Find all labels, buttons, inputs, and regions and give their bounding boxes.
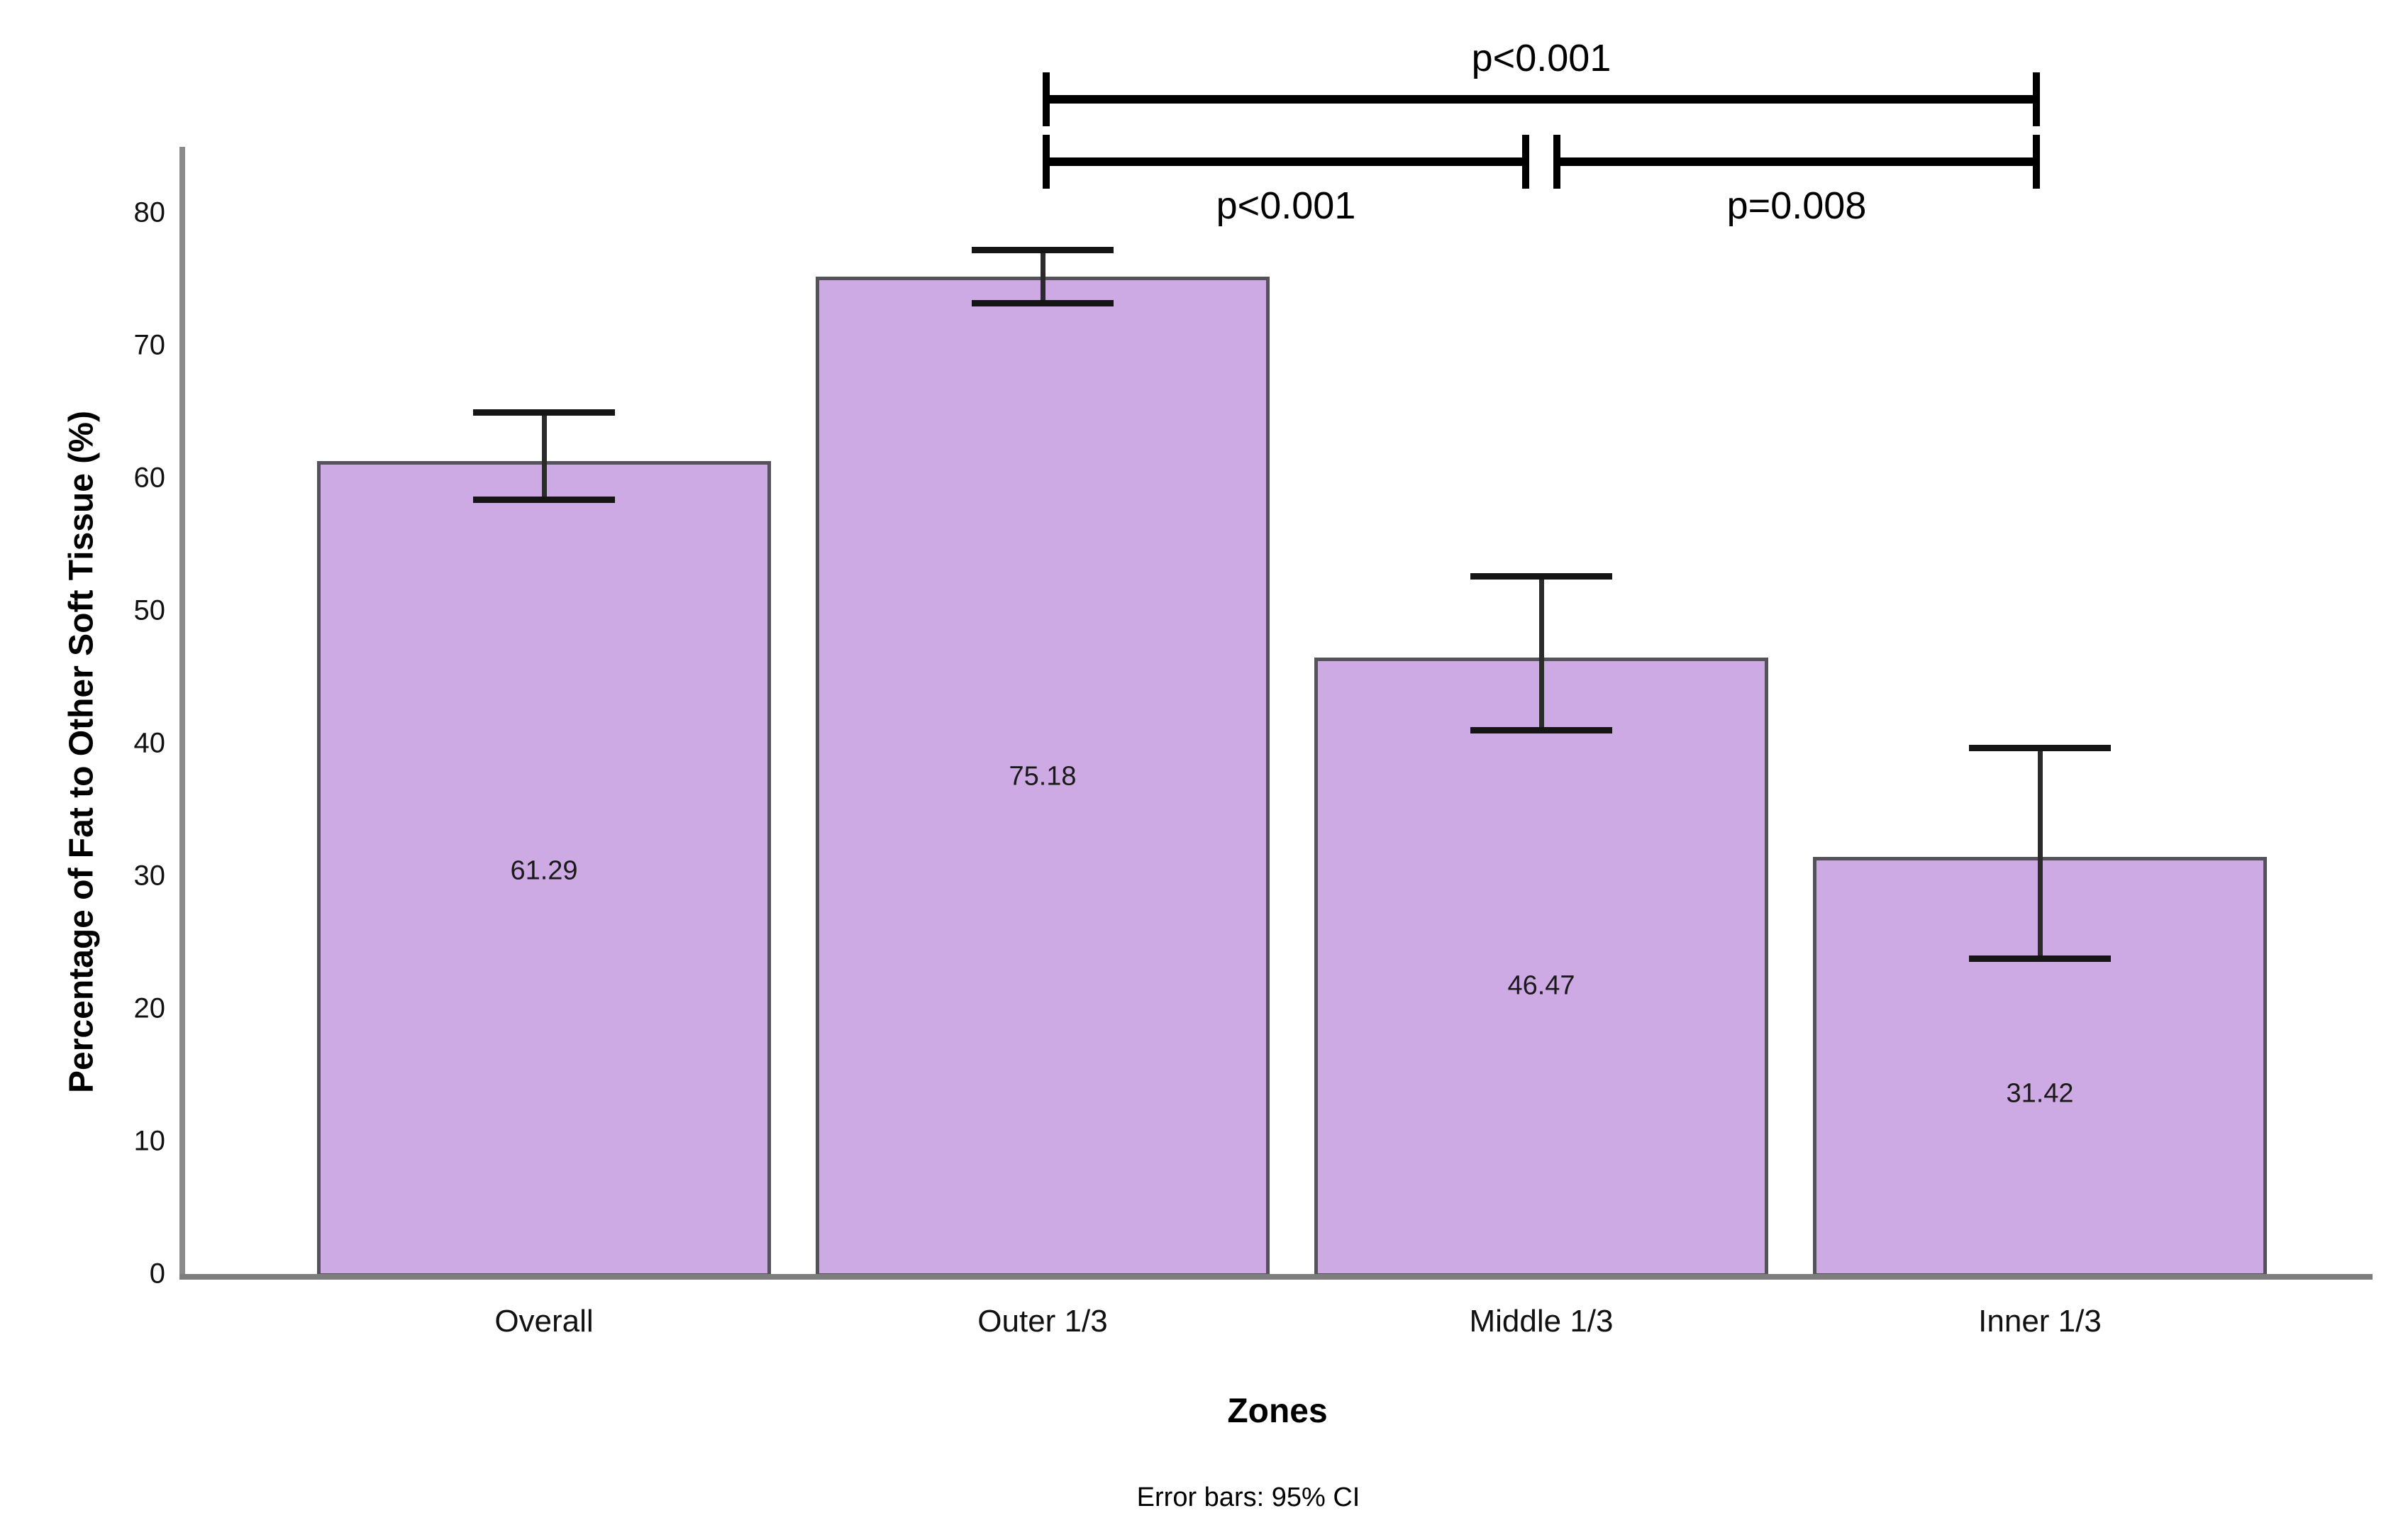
x-tick-label-3: Inner 1/3 [1978, 1304, 2102, 1339]
y-tick-label-30: 30 [133, 860, 166, 892]
y-axis-line [179, 147, 185, 1280]
error-bar-lower-cap-1 [972, 300, 1114, 307]
significance-label-1: p<0.001 [1216, 184, 1356, 227]
error-bar-lower-cap-0 [473, 496, 615, 503]
y-tick-label-40: 40 [133, 727, 166, 759]
significance-bracket-tick-2-1 [2033, 135, 2040, 189]
y-tick-label-10: 10 [133, 1125, 166, 1157]
error-bar-upper-cap-2 [1470, 573, 1612, 580]
bar-value-label-2: 46.47 [1507, 970, 1575, 1001]
significance-label-0: p<0.001 [1471, 37, 1611, 79]
error-bar-lower-cap-3 [1969, 955, 2111, 962]
bar-2 [1314, 658, 1768, 1277]
error-bar-upper-cap-3 [1969, 744, 2111, 751]
error-bar-upper-cap-1 [972, 247, 1114, 254]
y-tick-label-60: 60 [133, 462, 166, 494]
x-tick-label-1: Outer 1/3 [977, 1304, 1108, 1339]
significance-label-2: p=0.008 [1726, 184, 1867, 227]
significance-bracket-tick-0-1 [2033, 72, 2040, 126]
significance-bracket-tick-0-0 [1043, 72, 1050, 126]
bar-0 [317, 460, 771, 1277]
error-bar-lower-cap-2 [1470, 727, 1612, 734]
significance-bracket-line-1 [1043, 157, 1529, 166]
y-tick-label-80: 80 [133, 196, 166, 228]
significance-bracket-tick-2-0 [1553, 135, 1560, 189]
y-tick-label-20: 20 [133, 992, 166, 1024]
bar-1 [816, 277, 1270, 1277]
x-axis-title: Zones [1227, 1392, 1328, 1430]
bar-value-label-3: 31.42 [2006, 1078, 2074, 1109]
error-bar-stem-0 [541, 411, 547, 499]
significance-bracket-line-0 [1043, 95, 2040, 104]
y-tick-label-50: 50 [133, 594, 166, 626]
y-tick-label-0: 0 [149, 1258, 165, 1290]
error-bar-stem-1 [1040, 250, 1045, 304]
error-bar-stem-2 [1538, 576, 1544, 731]
bar-value-label-0: 61.29 [510, 855, 578, 886]
error-bar-upper-cap-0 [473, 409, 615, 416]
significance-bracket-tick-1-1 [1522, 135, 1529, 189]
bar-value-label-1: 75.18 [1009, 761, 1077, 792]
error-bars-caption: Error bars: 95% CI [1136, 1483, 1360, 1512]
x-tick-label-2: Middle 1/3 [1469, 1304, 1614, 1339]
significance-bracket-line-2 [1553, 157, 2040, 166]
x-axis-line [179, 1274, 2373, 1280]
x-tick-label-0: Overall [494, 1304, 594, 1339]
significance-bracket-tick-1-0 [1043, 135, 1050, 189]
y-tick-label-70: 70 [133, 329, 166, 361]
error-bar-stem-3 [2037, 747, 2043, 958]
